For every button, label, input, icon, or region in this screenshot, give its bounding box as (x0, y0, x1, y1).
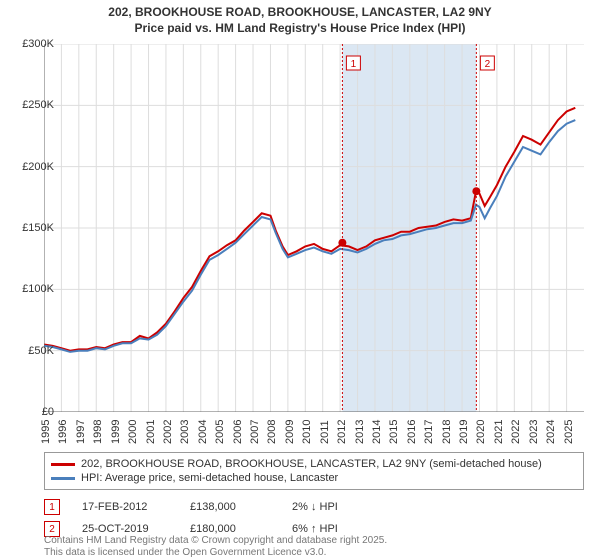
sale-date: 25-OCT-2019 (82, 523, 168, 535)
x-tick-label: 2006 (232, 420, 244, 444)
x-tick-label: 2025 (563, 420, 575, 444)
x-tick-label: 2023 (528, 420, 540, 444)
x-tick-label: 2011 (319, 420, 331, 444)
y-tick-label: £200K (4, 161, 54, 173)
x-tick-label: 2018 (441, 420, 453, 444)
x-tick-label: 2021 (493, 420, 505, 444)
svg-text:2: 2 (485, 59, 491, 70)
x-tick-label: 2004 (197, 420, 209, 444)
title-line-1: 202, BROOKHOUSE ROAD, BROOKHOUSE, LANCAS… (0, 4, 600, 20)
x-tick-label: 2002 (162, 420, 174, 444)
x-tick-label: 1997 (75, 420, 87, 444)
data-disclaimer: Contains HM Land Registry data © Crown c… (44, 535, 584, 558)
x-tick-label: 2013 (354, 420, 366, 444)
x-tick-label: 2009 (284, 420, 296, 444)
legend-swatch (51, 477, 75, 480)
x-tick-label: 2016 (406, 420, 418, 444)
sales-table: 117-FEB-2012£138,0002% ↓ HPI225-OCT-2019… (44, 496, 584, 540)
y-tick-label: £150K (4, 222, 54, 234)
sale-price: £138,000 (190, 501, 270, 513)
x-tick-label: 2012 (336, 420, 348, 444)
x-tick-label: 1999 (110, 420, 122, 444)
disclaimer-line-2: This data is licensed under the Open Gov… (44, 547, 584, 559)
sale-row: 1 17-FEB-2012 £138,000 2% ↓ HPI (44, 496, 584, 518)
disclaimer-line-1: Contains HM Land Registry data © Crown c… (44, 535, 584, 547)
x-tick-label: 1998 (92, 420, 104, 444)
svg-text:1: 1 (351, 59, 357, 70)
x-tick-label: 1995 (40, 420, 52, 444)
chart-container: 202, BROOKHOUSE ROAD, BROOKHOUSE, LANCAS… (0, 0, 600, 560)
x-tick-label: 2007 (249, 420, 261, 444)
x-tick-label: 1996 (57, 420, 69, 444)
chart-plot-area: 12 (44, 44, 584, 412)
y-tick-label: £0 (4, 406, 54, 418)
sale-pct: 6% ↑ HPI (292, 523, 402, 535)
sale-marker-icon: 1 (44, 499, 60, 515)
title-line-2: Price paid vs. HM Land Registry's House … (0, 20, 600, 36)
y-tick-label: £250K (4, 99, 54, 111)
x-tick-label: 2017 (423, 420, 435, 444)
chart-svg: 12 (44, 44, 584, 412)
x-tick-label: 2020 (475, 420, 487, 444)
legend-label: HPI: Average price, semi-detached house,… (81, 472, 338, 484)
y-tick-label: £300K (4, 38, 54, 50)
chart-title: 202, BROOKHOUSE ROAD, BROOKHOUSE, LANCAS… (0, 0, 600, 36)
x-tick-label: 2024 (545, 420, 557, 444)
legend-item: 202, BROOKHOUSE ROAD, BROOKHOUSE, LANCAS… (51, 457, 577, 471)
legend-item: HPI: Average price, semi-detached house,… (51, 471, 577, 485)
x-tick-label: 2014 (371, 420, 383, 444)
x-tick-label: 2005 (214, 420, 226, 444)
x-tick-label: 2015 (388, 420, 400, 444)
y-tick-label: £50K (4, 345, 54, 357)
x-tick-label: 2000 (127, 420, 139, 444)
sale-date: 17-FEB-2012 (82, 501, 168, 513)
x-tick-label: 2001 (145, 420, 157, 444)
x-tick-label: 2010 (301, 420, 313, 444)
x-tick-label: 2019 (458, 420, 470, 444)
sale-pct: 2% ↓ HPI (292, 501, 402, 513)
y-tick-label: £100K (4, 283, 54, 295)
legend-swatch (51, 463, 75, 466)
x-tick-label: 2022 (510, 420, 522, 444)
chart-legend: 202, BROOKHOUSE ROAD, BROOKHOUSE, LANCAS… (44, 452, 584, 490)
legend-label: 202, BROOKHOUSE ROAD, BROOKHOUSE, LANCAS… (81, 458, 542, 470)
x-tick-label: 2003 (179, 420, 191, 444)
x-tick-label: 2008 (266, 420, 278, 444)
sale-price: £180,000 (190, 523, 270, 535)
